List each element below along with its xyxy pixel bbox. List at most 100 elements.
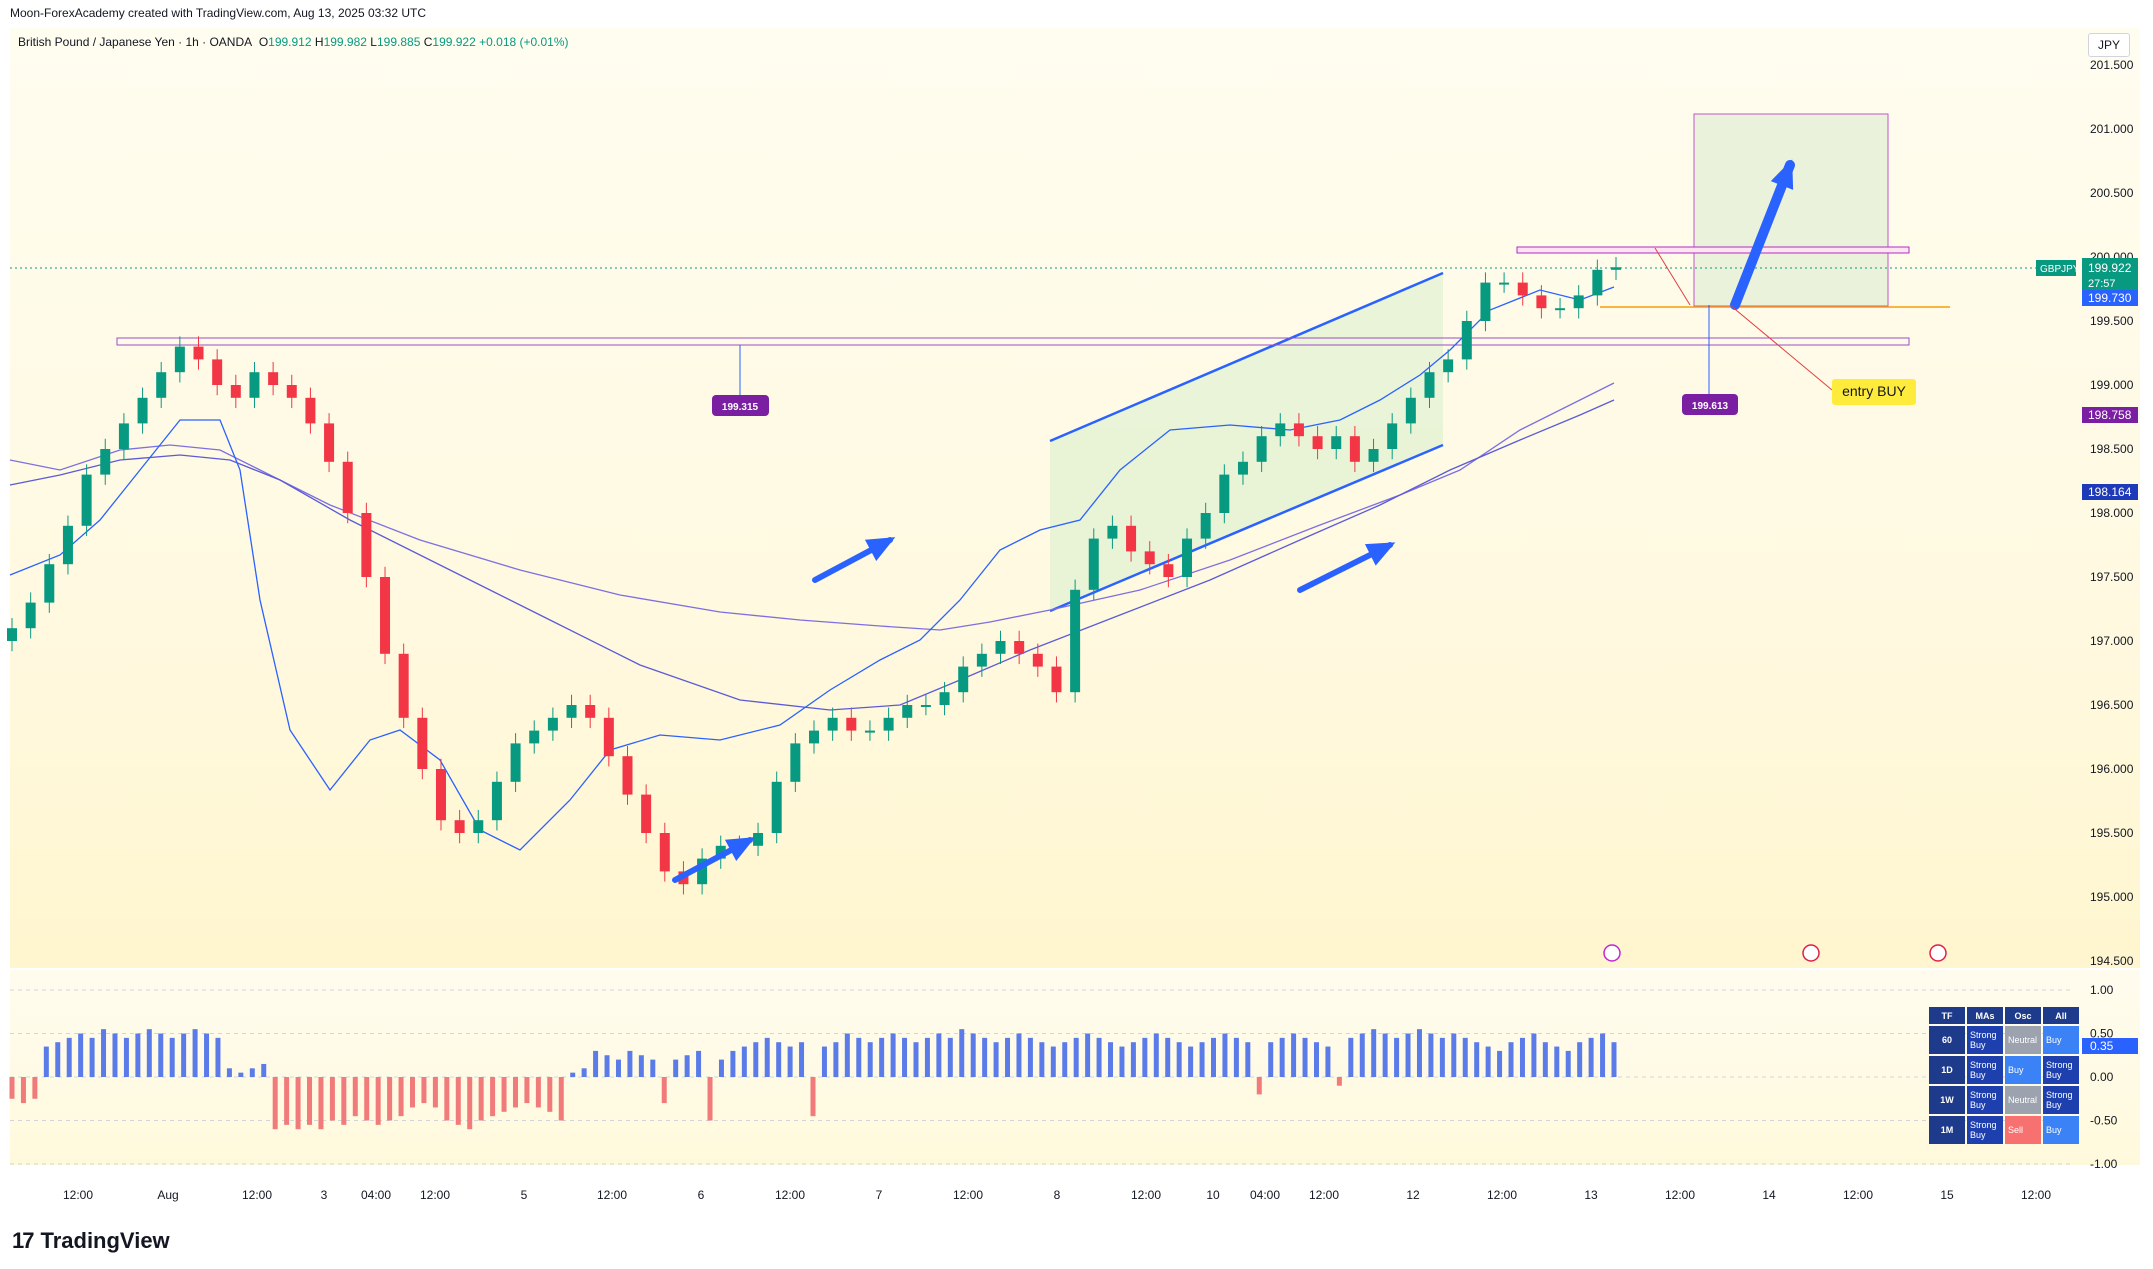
indicator-bar — [707, 1077, 713, 1121]
price-tag-value: 199.922 — [2088, 261, 2132, 275]
candle-body — [622, 756, 633, 795]
candle-body — [454, 820, 465, 833]
candle-body — [268, 372, 279, 385]
trend-arrow-head — [724, 837, 756, 861]
indicator-bar — [1016, 1033, 1022, 1077]
candle-body — [1536, 295, 1547, 309]
indicator-bar — [215, 1037, 221, 1077]
candle-body — [659, 833, 670, 872]
indicator-bar — [821, 1046, 827, 1077]
y-tick-label: 195.000 — [2090, 890, 2134, 904]
candle-body — [324, 423, 335, 462]
indicator-bar — [959, 1029, 965, 1077]
candle-body — [547, 717, 558, 731]
indicator-bar — [1519, 1037, 1525, 1077]
indicator-bar — [226, 1068, 232, 1077]
indicator-bar — [364, 1077, 370, 1121]
indicator-bar — [444, 1077, 450, 1121]
indicator-bar — [101, 1029, 107, 1077]
indicator-bar — [1027, 1037, 1033, 1077]
trend-arrow-head — [1770, 159, 1794, 190]
indicator-bar — [1142, 1037, 1148, 1077]
indicator-bar — [490, 1077, 496, 1117]
indicator-bar — [753, 1042, 759, 1077]
level-label-left-bg — [712, 395, 769, 416]
indicator-bar — [776, 1042, 782, 1077]
y-tick-label: 194.500 — [2090, 954, 2134, 968]
candle-body — [1312, 436, 1323, 449]
x-tick-label: 12:00 — [775, 1188, 805, 1202]
indicator-bar — [524, 1077, 530, 1104]
ta-mas: Strong Buy — [1967, 1056, 2003, 1084]
price-tag-bg — [2082, 407, 2138, 423]
y-tick-label: 199.500 — [2090, 314, 2134, 328]
indicator-bar — [570, 1072, 576, 1077]
candle-body — [1088, 538, 1099, 590]
candle-body — [1293, 423, 1304, 437]
candle-body — [715, 845, 726, 859]
open-value: 199.912 — [268, 35, 312, 49]
x-tick-label: 12:00 — [242, 1188, 272, 1202]
target-event-icon — [1929, 944, 1947, 962]
indicator-bar — [1199, 1042, 1205, 1077]
candle-body — [1424, 372, 1435, 398]
x-tick-label: 12:00 — [1843, 1188, 1873, 1202]
candle-body — [1573, 295, 1584, 309]
candle-body — [1219, 474, 1230, 513]
candle-body — [641, 794, 652, 833]
close-value: 199.922 — [432, 35, 476, 49]
indicator-bar — [410, 1077, 415, 1108]
ta-all: Buy — [2043, 1026, 2079, 1054]
indicator-bar — [55, 1042, 61, 1077]
indicator-bar — [1245, 1042, 1251, 1077]
indicator-bar — [352, 1077, 358, 1117]
x-tick-label: 5 — [521, 1188, 528, 1202]
x-tick-label: 04:00 — [1250, 1188, 1280, 1202]
indicator-bar — [1542, 1042, 1548, 1077]
indicator-bar — [741, 1046, 747, 1077]
indicator-bar — [295, 1077, 301, 1130]
y-tick-label: 195.500 — [2090, 826, 2134, 840]
indicator-bar — [1062, 1042, 1068, 1077]
indicator-bar — [66, 1037, 72, 1077]
ta-row: 1M Strong Buy Sell Buy — [1929, 1116, 2079, 1144]
indicator-bar — [558, 1077, 564, 1121]
currency-button[interactable]: JPY — [2088, 33, 2130, 57]
candle-body — [1555, 308, 1566, 311]
tradingview-logo[interactable]: 17 TradingView — [12, 1228, 170, 1254]
candle-body — [1349, 436, 1360, 462]
indicator-bar — [1233, 1037, 1239, 1077]
indicator-bar — [1096, 1037, 1102, 1077]
candle-body — [174, 346, 185, 373]
candle-body — [305, 397, 316, 424]
ta-header-osc: Osc — [2005, 1007, 2041, 1024]
candle-body — [529, 730, 540, 744]
candle-body — [1256, 436, 1267, 462]
indicator-bar — [1439, 1037, 1445, 1077]
level-label-right: 199.613 — [1692, 401, 1729, 412]
indicator-bar — [1336, 1077, 1342, 1086]
entry-pointer-b — [1729, 304, 1833, 391]
x-tick-label: 12:00 — [1665, 1188, 1695, 1202]
symbol-tag-bg — [2036, 260, 2076, 276]
candle-body — [958, 666, 969, 693]
indicator-bar — [20, 1077, 26, 1104]
tradingview-mark-icon: 17 — [12, 1228, 35, 1253]
candle-body — [193, 346, 204, 360]
indicator-bar — [638, 1055, 644, 1077]
y-tick-label: 201.000 — [2090, 122, 2134, 136]
ta-all: Strong Buy — [2043, 1056, 2079, 1084]
indicator-bar — [135, 1033, 141, 1077]
indicator-y-tick-label: -0.50 — [2090, 1114, 2118, 1128]
candle-body — [286, 385, 297, 398]
ma-short — [9, 286, 1615, 851]
candle-body — [1051, 666, 1062, 693]
x-tick-label: 04:00 — [361, 1188, 391, 1202]
indicator-bar — [856, 1037, 862, 1077]
candle-body — [118, 423, 129, 449]
candle-body — [771, 781, 782, 833]
channel-upper-line — [1049, 271, 1444, 443]
indicator-bar — [421, 1077, 427, 1104]
indicator-bar — [1222, 1033, 1228, 1077]
